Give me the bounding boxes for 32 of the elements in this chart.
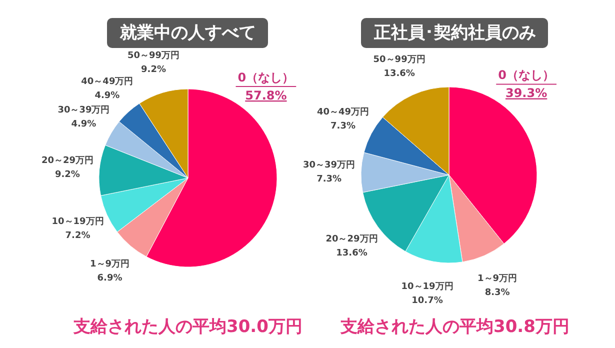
text: 支給された人の平均30.8万円 — [340, 317, 570, 337]
slice-label: 20～29万円 — [326, 233, 378, 244]
data-label: 57.8% — [245, 88, 287, 102]
data-label: 8.3% — [484, 288, 510, 298]
data-label: 13.6% — [336, 248, 368, 258]
slice-label: 0（なし） — [238, 70, 294, 84]
slice-label: 20～29万円 — [41, 155, 94, 166]
slice-label: 50～99万円 — [128, 50, 180, 62]
slice-label: 30～39万円 — [303, 159, 356, 170]
slice-label: 0（なし） — [498, 68, 554, 82]
data-label: 4.9% — [94, 90, 120, 101]
data-label: 10.7% — [412, 296, 443, 306]
text: 支給された人の平均30.0万円 — [72, 317, 302, 337]
data-label: 6.9% — [97, 273, 122, 284]
data-label: 7.3% — [330, 122, 356, 132]
slice-label: 40～49万円 — [316, 106, 370, 118]
data-label: 4.9% — [71, 120, 96, 130]
slice-label: 10～19万円 — [52, 216, 104, 227]
slice-label: 50～99万円 — [373, 54, 426, 65]
slice-label: 1～9万円 — [90, 258, 130, 270]
slice-label: 1～9万円 — [478, 272, 518, 284]
data-label: 13.6% — [384, 68, 415, 79]
data-label: 9.2% — [141, 65, 166, 76]
chart-title: 正社員･契約社員のみ — [373, 23, 536, 43]
slice-label: 30～39万円 — [58, 104, 110, 116]
data-label: 39.3% — [505, 86, 548, 100]
slice-label: 10～19万円 — [401, 281, 454, 292]
chart-title: 就業中の人すべて — [119, 23, 256, 43]
data-label: 9.2% — [55, 170, 80, 180]
data-label: 7.3% — [316, 174, 342, 184]
data-label: 7.2% — [65, 230, 90, 241]
slice-label: 40～49万円 — [81, 76, 134, 87]
